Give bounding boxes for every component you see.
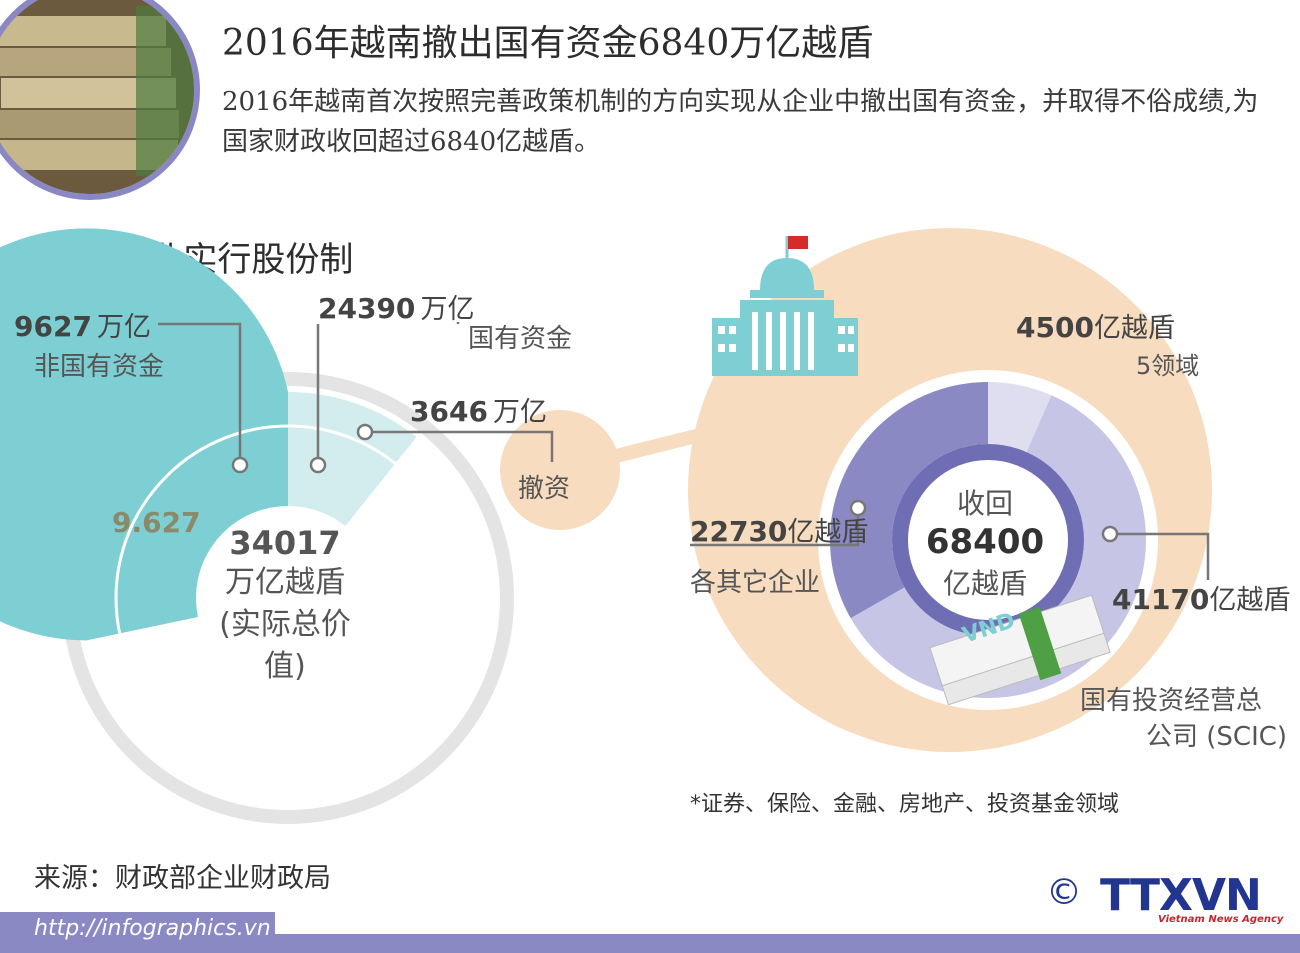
left-center-hole (196, 506, 380, 690)
left-center-value: 34017 (229, 524, 341, 562)
others-label: 各其它企业 (690, 568, 821, 598)
scic-unit: 亿越盾 (1209, 585, 1291, 616)
state-value: 24390 (318, 292, 416, 325)
page-subtitle: 2016年越南首次按照完善政策机制的方向实现从企业中撤出国有资金，并取得不俗成绩… (222, 87, 1259, 157)
right-inner-ring (892, 444, 1084, 636)
left-leader-dots (231, 423, 374, 474)
money-stack-image (0, 0, 194, 194)
url-bar (0, 912, 275, 953)
scic-label-1: 国有投资经营总 (1080, 686, 1263, 716)
right-donut-chart (818, 370, 1158, 710)
non-state-label: 非国有资金 (34, 352, 165, 382)
sector-callout: 4500亿越盾 (1016, 306, 1175, 345)
footer-bar (0, 934, 1300, 953)
left-center-unit: 万亿越盾 (225, 565, 345, 600)
scic-label-2: 公司 (SCIC) (1146, 722, 1288, 752)
left-slice-state (0, 228, 288, 641)
copyright-icon: © (1046, 872, 1082, 913)
sector-value: 4500 (1016, 311, 1094, 344)
sector-unit: 亿越盾 (1093, 313, 1175, 344)
divest-unit: 万亿 (493, 397, 548, 428)
right-center-top: 收回 (956, 487, 1013, 520)
government-building-icon (712, 236, 858, 376)
right-leader-lines (690, 508, 1210, 580)
logo-tagline: Vietnam News Agency (1158, 914, 1284, 925)
left-center-note: (实际总价值) (219, 607, 351, 684)
left-donut-chart (0, 228, 514, 824)
non-state-unit: 万亿 (97, 312, 152, 343)
footer-url[interactable]: http://infographics.vn (34, 916, 271, 941)
vnd-money-icon (929, 594, 1111, 706)
scic-callout: 41170亿越盾 (1112, 578, 1290, 617)
sector-label: 5领域 (1136, 352, 1200, 380)
ttxvn-logo: TTXVN (1100, 870, 1262, 921)
non-state-value: 9627 (14, 310, 92, 343)
others-unit: 亿越盾 (787, 517, 869, 548)
left-inner-separator (114, 424, 462, 772)
right-leader-dots (849, 499, 1119, 543)
divest-value: 3646 (410, 395, 488, 428)
left-leader-lines (158, 322, 554, 465)
state-unit: 万亿 (420, 294, 475, 325)
divest-callout: 3646 万亿 (410, 390, 547, 429)
page-title: 2016年越南撤出国有资金6840万亿越盾 (222, 23, 874, 64)
right-hole-outer (892, 444, 1084, 636)
others-callout: 22730亿越盾 (690, 510, 868, 549)
right-center-text: 收回 68400 亿越盾 (910, 482, 1060, 602)
scic-value: 41170 (1112, 583, 1210, 616)
state-callout: 24390 万亿 (318, 287, 475, 326)
non-state-callout: 9627 万亿 (14, 305, 151, 344)
state-label: 国有资金 (468, 324, 573, 354)
left-center-text: 34017 万亿越盾 (实际总价值) (190, 524, 380, 688)
footnote: *证券、保险、金融、房地产、投资基金领域 (690, 792, 1120, 817)
divest-label: 撤资 (518, 474, 571, 504)
right-center-value: 68400 (925, 522, 1045, 562)
inner-non-state-label: 9.627 (112, 506, 201, 539)
right-center-unit: 亿越盾 (942, 567, 1027, 600)
peach-small-circle (500, 410, 620, 530)
source: 来源：财政部企业财政局 (34, 863, 331, 894)
others-value: 22730 (690, 515, 788, 548)
header-photo (0, 0, 200, 200)
